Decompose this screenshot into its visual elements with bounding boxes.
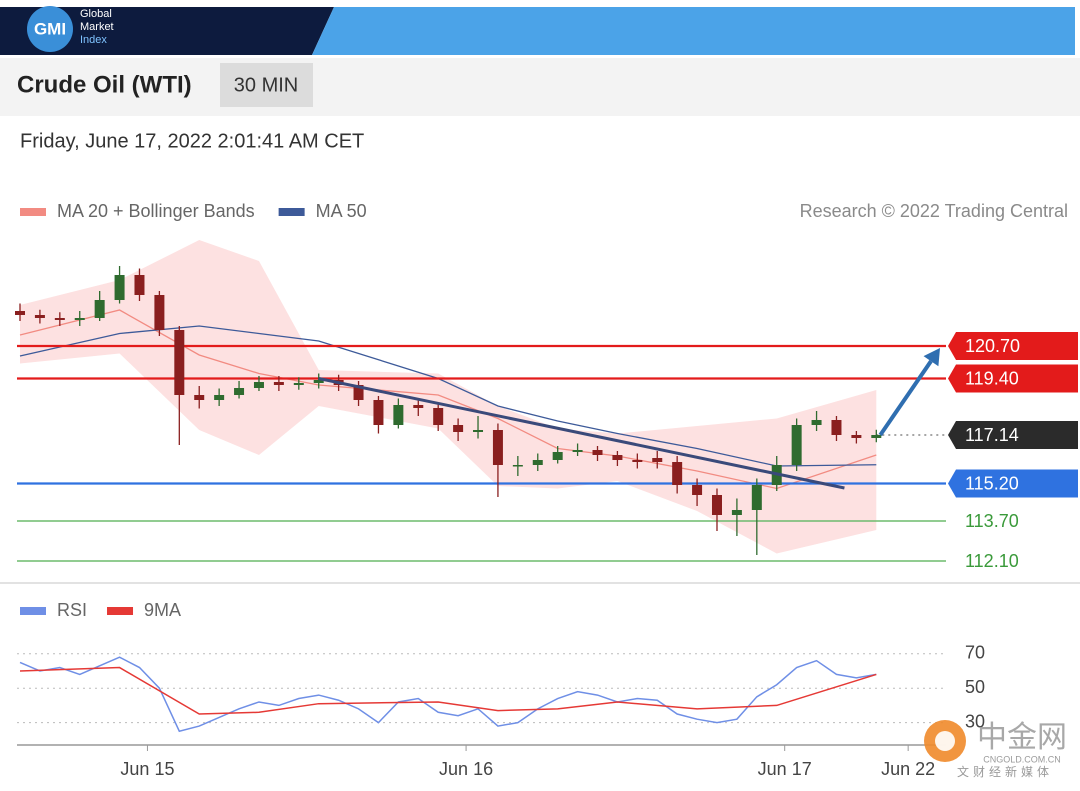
candle-body: [453, 425, 464, 432]
watermark-site: CNGOLD.COM.CN: [983, 754, 1061, 764]
candle-body: [273, 382, 284, 385]
brand-text: Market: [80, 21, 114, 33]
candle-body: [34, 315, 45, 318]
moving-average: [19, 309, 877, 490]
bollinger-band: [20, 240, 877, 554]
candle-body: [751, 485, 762, 510]
arrow-head: [923, 348, 941, 367]
level-label: 119.40: [965, 368, 1019, 388]
candle-body: [632, 460, 643, 462]
legend-swatch: [107, 607, 134, 615]
candle-body: [532, 460, 543, 465]
title-bar: [0, 58, 1080, 116]
candle-body: [74, 318, 85, 320]
candle-body: [791, 425, 802, 465]
level-tag: [948, 364, 1078, 393]
legend-label: MA 50: [316, 201, 367, 221]
watermark-tagline: 文财经新媒体: [957, 764, 1053, 779]
candle-body: [851, 435, 862, 438]
watermark-text: 中金网: [977, 721, 1067, 754]
x-tick-label: Jun 17: [758, 759, 812, 779]
brand-text: Index: [80, 34, 107, 46]
watermark-logo-inner: [935, 731, 955, 751]
header-dark: [0, 7, 334, 55]
legend-label: MA 20 + Bollinger Bands: [57, 201, 255, 221]
legend-swatch: [278, 208, 305, 216]
candle-body: [393, 405, 404, 425]
candle-body: [413, 405, 424, 408]
legend-label: 9MA: [144, 600, 181, 620]
legend-swatch: [20, 208, 46, 216]
candle-body: [731, 510, 742, 515]
candle-body: [433, 408, 444, 425]
candle-body: [692, 485, 703, 495]
date: Friday, June 17, 2022 2:01:41 AM CET: [20, 130, 364, 152]
level-label: 120.70: [965, 336, 1020, 356]
level-label: 112.10: [965, 551, 1019, 571]
brand-text: Global: [80, 8, 112, 20]
candle-body: [253, 382, 264, 388]
y-tick-label: 50: [965, 677, 985, 697]
x-tick-label: Jun 22: [881, 759, 935, 779]
candle-body: [373, 400, 384, 425]
trend-line: [318, 377, 845, 490]
candle-body: [652, 458, 663, 462]
candle-body: [831, 420, 842, 435]
candle-body: [711, 495, 722, 515]
candle-body: [234, 388, 245, 395]
candle-body: [473, 430, 484, 432]
level-tag: [948, 469, 1078, 498]
level-label: 117.14: [965, 425, 1019, 445]
legend-swatch: [20, 607, 46, 615]
candle-body: [612, 455, 623, 460]
candle-body: [492, 430, 503, 465]
y-tick-label: 30: [965, 711, 985, 731]
level-tag: [948, 421, 1078, 449]
level-label: 115.20: [965, 473, 1019, 493]
candle-body: [313, 380, 324, 383]
source: Research © 2022 Trading Central: [800, 201, 1068, 221]
candle-body: [54, 318, 65, 320]
x-tick-label: Jun 16: [439, 759, 493, 779]
indicator-line: [19, 666, 877, 715]
candle-body: [811, 420, 822, 425]
candle-body: [214, 395, 225, 400]
level-label: 113.70: [965, 511, 1019, 531]
candle-body: [15, 311, 25, 315]
candle-body: [572, 450, 583, 452]
candle-body: [552, 452, 563, 460]
candle-body: [512, 465, 523, 467]
indicator-line: [19, 656, 877, 733]
logo-text[interactable]: GMI: [34, 19, 66, 38]
y-tick-label: 70: [965, 643, 985, 663]
candle-body: [114, 275, 125, 300]
candle-body: [353, 385, 364, 400]
level-tag: [948, 332, 1078, 360]
header-light: [312, 7, 1075, 55]
candle-body: [871, 435, 882, 438]
candle-body: [194, 395, 205, 400]
candle-body: [672, 462, 683, 485]
candle-body: [134, 275, 145, 295]
timeframe-label[interactable]: 30 MIN: [234, 74, 298, 96]
legend-label: RSI: [57, 600, 87, 620]
candle-body: [174, 330, 185, 395]
candle-body: [293, 383, 304, 385]
logo-circle[interactable]: [27, 6, 73, 52]
forecast-arrow: [878, 360, 933, 437]
x-tick-label: Jun 15: [120, 759, 174, 779]
timeframe-button[interactable]: [220, 63, 313, 107]
candle-body: [154, 295, 165, 330]
candle-body: [592, 450, 603, 455]
instrument-title: Crude Oil (WTI): [17, 71, 192, 98]
candle-body: [94, 300, 105, 318]
moving-average: [19, 325, 877, 467]
